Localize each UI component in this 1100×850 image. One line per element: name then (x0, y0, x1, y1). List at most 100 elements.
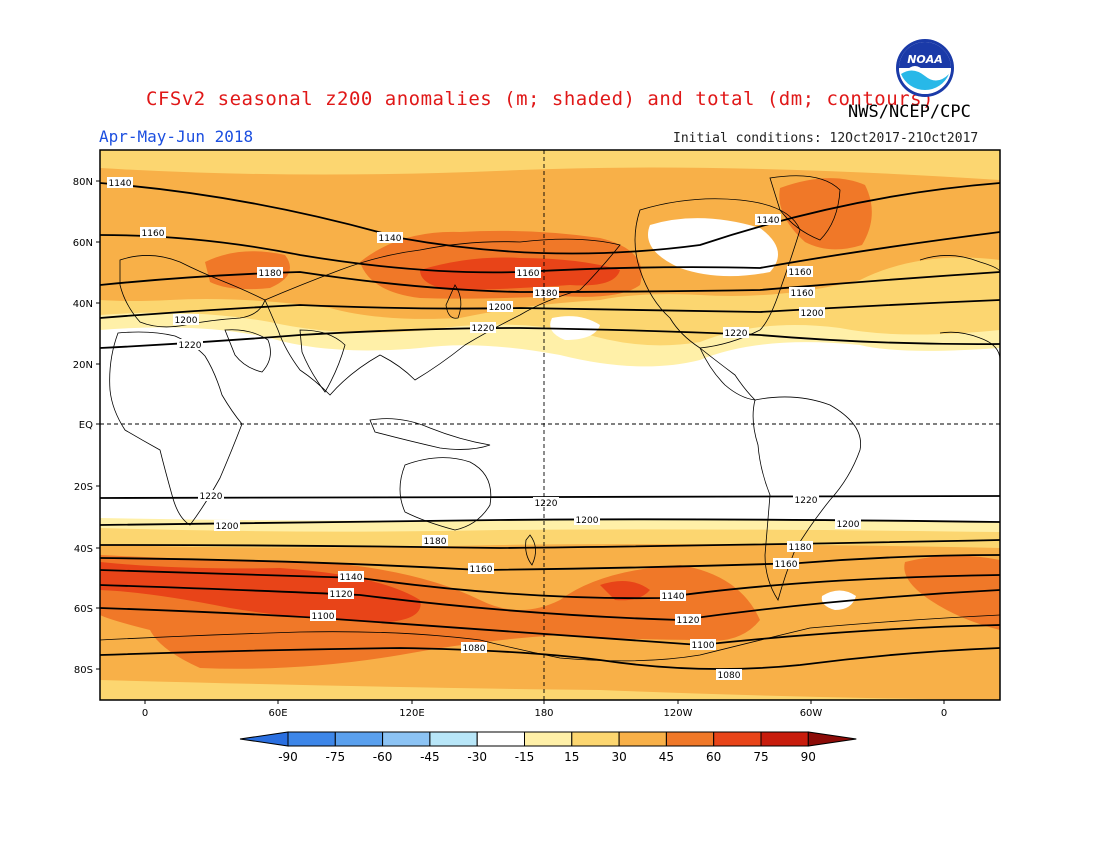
contour-label: 1100 (692, 641, 715, 651)
lat-label: 40S (74, 544, 93, 555)
contour-label-bg (461, 642, 487, 653)
map-frame (99, 149, 1001, 701)
colorbar-label: 30 (611, 750, 626, 764)
contour-1180-nh (100, 271, 1000, 293)
contour-label-bg (716, 669, 742, 680)
contour-label: 1080 (718, 671, 741, 681)
contour-label: 1220 (795, 496, 818, 506)
initial-conditions-label: Initial conditions: 12Oct2017-21Oct2017 (673, 131, 979, 146)
contour-label-bg (487, 301, 513, 312)
colorbar-label: -60 (373, 750, 393, 764)
lat-label: 40N (73, 299, 93, 310)
contour-label: 1140 (757, 216, 780, 226)
africa-outline-east (939, 331, 1000, 361)
lat-label: 20N (73, 360, 93, 371)
greenland-outline (769, 175, 841, 241)
colorbar: -90 -75 -60 -45 -30 -15 15 30 45 60 75 90 (239, 731, 857, 764)
new-zealand-outline (525, 534, 536, 566)
colorbar-label: -90 (278, 750, 298, 764)
contour-label: 1100 (312, 612, 335, 622)
asia-outline (264, 238, 621, 396)
contour-labels: 1140 1160 1180 1200 1220 1140 1160 1180 1200 1220… (107, 177, 861, 681)
contour-label-bg (690, 639, 716, 650)
nh-white-gap (648, 218, 778, 277)
contour-1220-nh (100, 327, 1000, 349)
colorbar-segment (665, 731, 715, 747)
contour-label: 1180 (424, 537, 447, 547)
contour-label: 1120 (677, 616, 700, 626)
contour-1140-sh (100, 569, 1000, 600)
indonesia-outline (369, 418, 491, 450)
contour-label: 1220 (535, 499, 558, 509)
colorbar-label: 60 (706, 750, 721, 764)
contour-label: 1220 (179, 341, 202, 351)
contour-1080-sh (100, 647, 1000, 670)
nh-white-gap-2 (550, 316, 600, 340)
colorbar-arrow-right (807, 731, 857, 747)
anomaly-shading (100, 150, 1000, 700)
contour-label: 1220 (200, 492, 223, 502)
contour-label: 1160 (142, 229, 165, 239)
colorbar-segment (571, 731, 620, 747)
colorbar-label: -15 (515, 750, 535, 764)
colorbar-segment (429, 731, 478, 747)
contour-label-bg (470, 322, 496, 333)
lat-label: 20S (74, 482, 93, 493)
nh-dark-orange-europe (205, 251, 290, 290)
contour-label-bg (107, 177, 133, 188)
contour-label: 1140 (340, 573, 363, 583)
contour-label: 1180 (535, 289, 558, 299)
contour-label: 1200 (489, 303, 512, 313)
contour-label: 1140 (379, 234, 402, 244)
contour-1140-nh (100, 182, 1000, 255)
contour-label: 1140 (662, 592, 685, 602)
contour-label-bg (799, 307, 825, 318)
contour-label-bg (835, 518, 861, 529)
contour-label-bg (468, 563, 494, 574)
contour-label-bg (422, 535, 448, 546)
colorbar-segment (287, 731, 336, 747)
contour-label: 1140 (109, 179, 132, 189)
contour-label: 1200 (801, 309, 824, 319)
contour-label: 1220 (725, 329, 748, 339)
noaa-logo: NOAA (896, 39, 954, 97)
contour-label-bg (328, 588, 354, 599)
nh-dark-orange-canada (779, 178, 872, 250)
europe-outline (119, 255, 266, 328)
longitude-axis: 0 60E 120E 180 120W 60W 0 (142, 700, 947, 719)
contour-label-bg (338, 571, 364, 582)
colorbar-label: 75 (753, 750, 768, 764)
contour-label: 1200 (175, 316, 198, 326)
lat-label: 80S (74, 665, 93, 676)
organization-label: NWS/NCEP/CPC (848, 102, 971, 122)
colorbar-segment (524, 731, 573, 747)
contour-label-bg (257, 267, 283, 278)
contour-label: 1160 (791, 289, 814, 299)
africa-outline (109, 331, 243, 526)
lon-label: 0 (142, 708, 148, 719)
lon-label: 60E (268, 708, 287, 719)
lon-label: 120W (664, 708, 693, 719)
antarctica-outline (100, 614, 1000, 662)
contour-label: 1200 (576, 516, 599, 526)
contour-1200-nh (100, 299, 1000, 319)
lon-label: 0 (941, 708, 947, 719)
contour-label: 1160 (775, 560, 798, 570)
colorbar-segment (382, 731, 431, 747)
contour-label-bg (755, 214, 781, 225)
europe-outline-east (919, 255, 1000, 273)
contour-label-bg (515, 267, 541, 278)
contour-label: 1220 (472, 324, 495, 334)
reference-lines (100, 150, 1000, 700)
contour-label-bg (533, 287, 559, 298)
colorbar-segment (476, 731, 525, 747)
contour-label-bg (789, 287, 815, 298)
contour-label: 1160 (470, 565, 493, 575)
contour-label-bg (140, 227, 166, 238)
contour-label-bg (377, 232, 403, 243)
contour-label: 1160 (517, 269, 540, 279)
contour-1120-sh (100, 584, 1000, 621)
contour-label-bg (177, 339, 203, 350)
contour-label-bg (723, 327, 749, 338)
